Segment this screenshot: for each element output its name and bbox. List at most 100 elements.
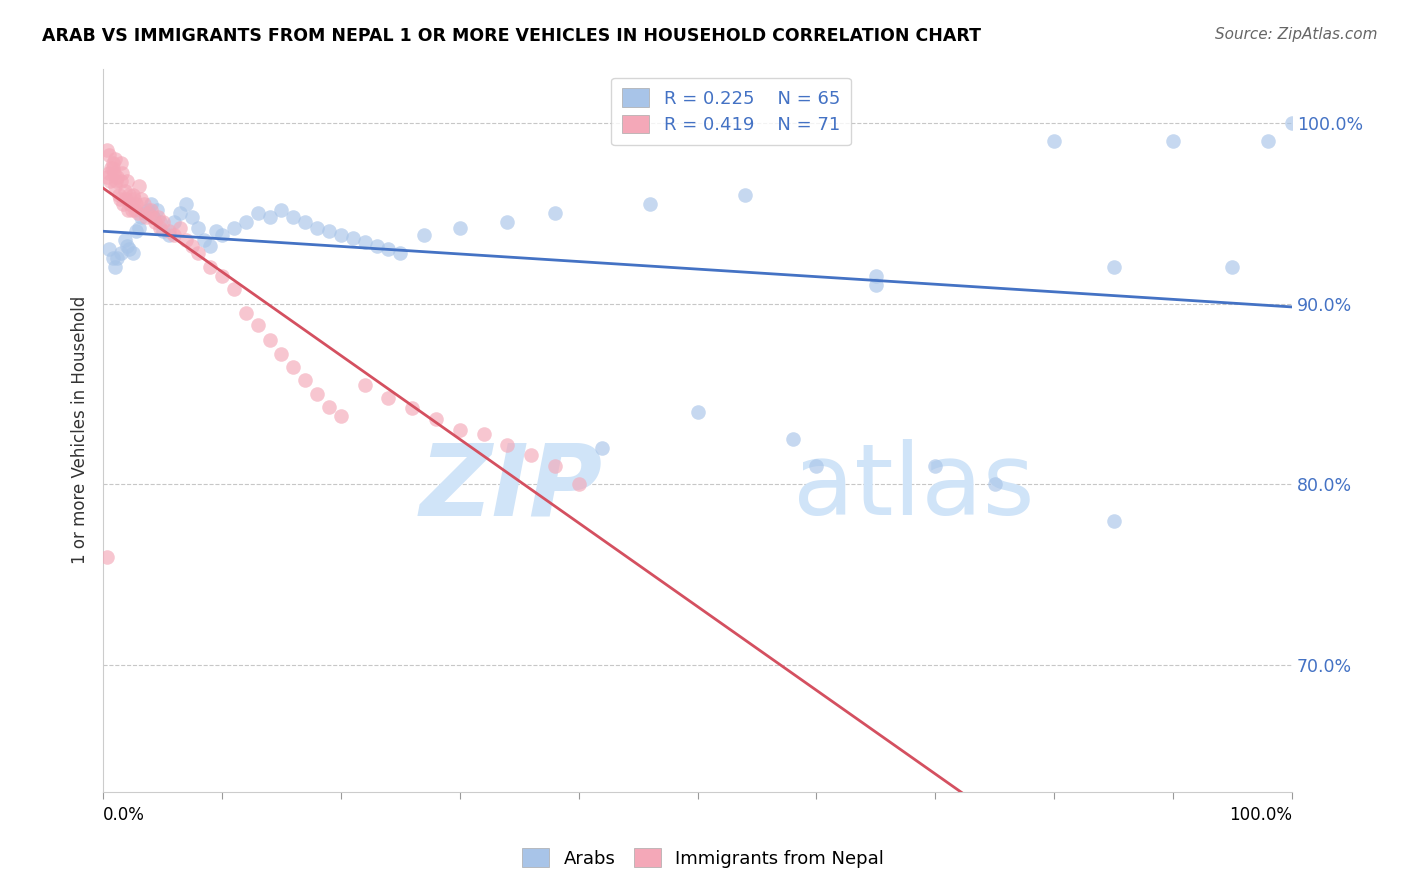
Point — [377, 243, 399, 257]
Point — [163, 227, 186, 242]
Point — [246, 206, 269, 220]
Point — [318, 224, 340, 238]
Point — [472, 426, 495, 441]
Point — [169, 206, 191, 220]
Point — [136, 206, 159, 220]
Point — [520, 449, 543, 463]
Point — [129, 192, 152, 206]
Point — [146, 210, 169, 224]
Point — [125, 224, 148, 238]
Point — [98, 173, 121, 187]
Point — [176, 233, 198, 247]
Point — [259, 333, 281, 347]
Point — [101, 155, 124, 169]
Point — [222, 220, 245, 235]
Point — [107, 188, 129, 202]
Point — [118, 188, 141, 202]
Point — [211, 269, 233, 284]
Point — [105, 169, 128, 184]
Point — [110, 173, 132, 187]
Point — [104, 179, 127, 194]
Point — [125, 197, 148, 211]
Point — [112, 197, 135, 211]
Point — [235, 215, 257, 229]
Point — [98, 148, 121, 162]
Point — [181, 238, 204, 252]
Point — [145, 202, 167, 217]
Text: 0.0%: 0.0% — [103, 806, 145, 824]
Point — [101, 252, 124, 266]
Point — [128, 179, 150, 194]
Point — [342, 231, 364, 245]
Point — [96, 143, 118, 157]
Point — [782, 432, 804, 446]
Point — [121, 246, 143, 260]
Point — [496, 215, 519, 229]
Point — [127, 206, 149, 220]
Point — [222, 282, 245, 296]
Point — [591, 441, 613, 455]
Text: ZIP: ZIP — [419, 440, 602, 536]
Point — [101, 161, 124, 175]
Point — [108, 192, 131, 206]
Point — [129, 210, 152, 224]
Point — [353, 235, 375, 249]
Point — [181, 210, 204, 224]
Point — [318, 400, 340, 414]
Point — [149, 220, 172, 235]
Point — [136, 202, 159, 217]
Point — [205, 224, 228, 238]
Point — [377, 391, 399, 405]
Point — [924, 459, 946, 474]
Point — [139, 202, 162, 217]
Point — [157, 224, 180, 238]
Point — [283, 210, 305, 224]
Point — [142, 210, 165, 224]
Point — [157, 227, 180, 242]
Point — [246, 318, 269, 333]
Point — [568, 477, 591, 491]
Point — [425, 412, 447, 426]
Point — [198, 260, 221, 275]
Point — [110, 246, 132, 260]
Legend: R = 0.225    N = 65, R = 0.419    N = 71: R = 0.225 N = 65, R = 0.419 N = 71 — [612, 78, 851, 145]
Point — [110, 155, 132, 169]
Point — [270, 202, 292, 217]
Point — [259, 210, 281, 224]
Point — [187, 246, 209, 260]
Point — [865, 278, 887, 293]
Point — [449, 220, 471, 235]
Point — [117, 202, 139, 217]
Legend: Arabs, Immigrants from Nepal: Arabs, Immigrants from Nepal — [512, 838, 894, 879]
Point — [366, 238, 388, 252]
Point — [1257, 134, 1279, 148]
Point — [544, 459, 567, 474]
Point — [115, 238, 138, 252]
Point — [1161, 134, 1184, 148]
Point — [134, 206, 156, 220]
Point — [734, 188, 756, 202]
Point — [152, 224, 174, 238]
Point — [294, 372, 316, 386]
Point — [103, 166, 125, 180]
Point — [307, 387, 329, 401]
Point — [128, 220, 150, 235]
Point — [235, 305, 257, 319]
Point — [449, 423, 471, 437]
Point — [149, 215, 172, 229]
Point — [152, 215, 174, 229]
Point — [111, 166, 134, 180]
Point — [104, 260, 127, 275]
Point — [283, 359, 305, 374]
Point — [187, 220, 209, 235]
Point — [176, 197, 198, 211]
Point — [806, 459, 828, 474]
Point — [105, 252, 128, 266]
Point — [1281, 116, 1303, 130]
Point — [1102, 260, 1125, 275]
Point — [401, 401, 423, 416]
Point — [1043, 134, 1066, 148]
Point — [114, 185, 136, 199]
Point — [329, 409, 352, 423]
Point — [389, 246, 412, 260]
